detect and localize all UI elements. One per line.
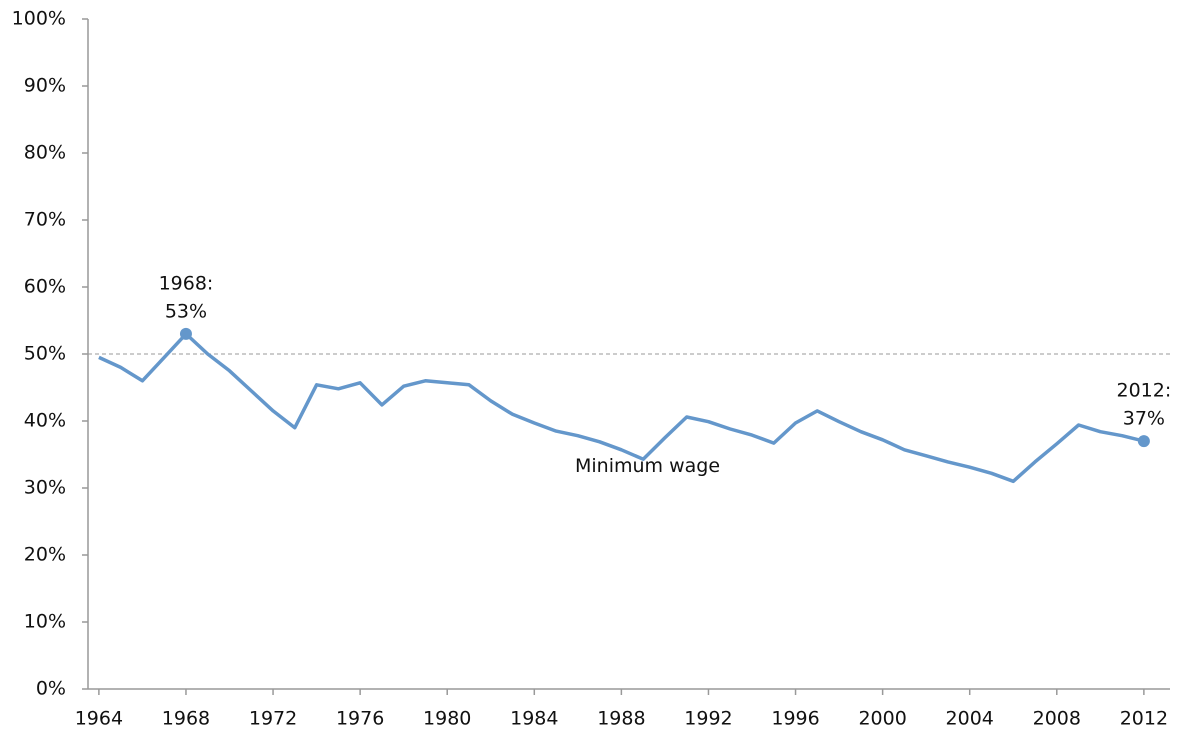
x-tick-label: 2000	[858, 708, 906, 730]
x-tick-label: 2004	[946, 708, 994, 730]
x-tick-label: 1968	[162, 708, 210, 730]
y-tick-label: 20%	[24, 544, 66, 566]
annotation-label: 53%	[165, 300, 207, 322]
annotation-label: 2012:	[1116, 380, 1171, 402]
x-tick-label: 1980	[423, 708, 471, 730]
y-tick-label: 40%	[24, 410, 66, 432]
annotation-point	[179, 327, 192, 340]
line-series	[98, 332, 1145, 484]
x-tick-label: 1964	[75, 708, 123, 730]
x-tick-label: 1996	[771, 708, 819, 730]
y-tick-label: 80%	[24, 142, 66, 164]
x-tick-label: 2012	[1120, 708, 1168, 730]
x-tick-label: 1992	[684, 708, 732, 730]
annotation-label: 1968:	[159, 272, 214, 294]
y-tick-label: 70%	[24, 209, 66, 231]
y-tick-label: 100%	[12, 8, 66, 30]
y-tick-label: 10%	[24, 611, 66, 633]
series-label: Minimum wage	[575, 455, 720, 477]
x-tick-label: 2008	[1033, 708, 1081, 730]
x-tick-label: 1988	[597, 708, 645, 730]
y-tick-label: 0%	[36, 678, 66, 700]
annotation-label: 37%	[1123, 408, 1165, 430]
annotation-point	[1137, 435, 1150, 448]
x-tick-label: 1976	[336, 708, 384, 730]
y-tick-label: 30%	[24, 477, 66, 499]
x-tick-label: 1972	[249, 708, 297, 730]
x-tick-label: 1984	[510, 708, 558, 730]
y-tick-label: 60%	[24, 276, 66, 298]
y-tick-label: 90%	[24, 75, 66, 97]
y-tick-label: 50%	[24, 343, 66, 365]
